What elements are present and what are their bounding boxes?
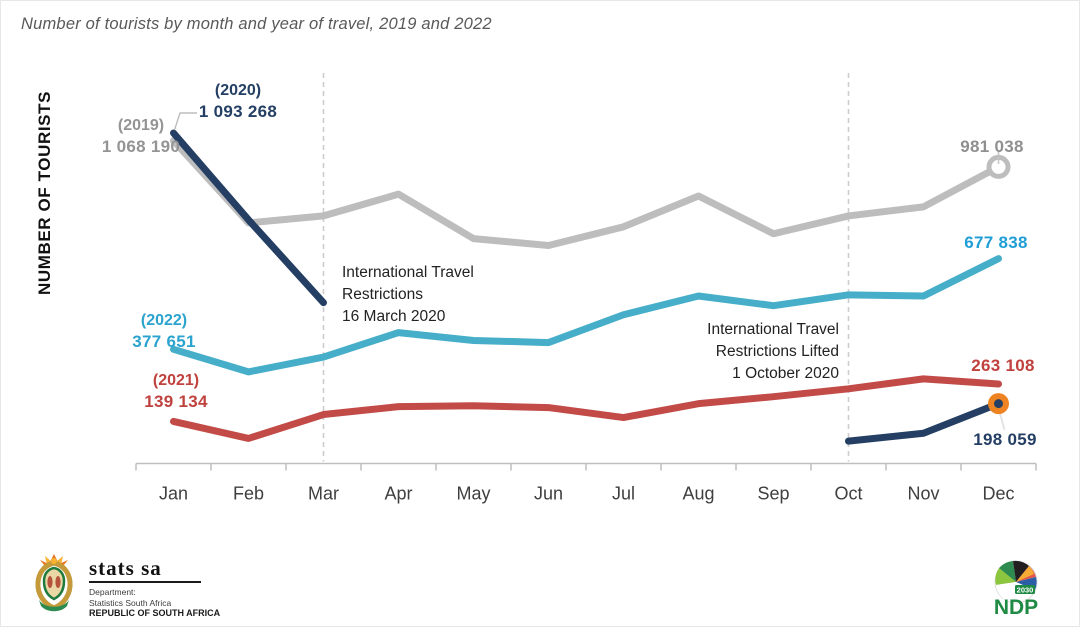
series-label-2021: (2021) 139 134: [111, 370, 241, 412]
series-line-2019: [170, 137, 1002, 250]
x-tick-label-jan: Jan: [159, 484, 188, 504]
x-tick-label-nov: Nov: [907, 484, 939, 504]
ndp-2030-icon: 2030 NDP: [993, 560, 1039, 619]
x-tick-label-apr: Apr: [384, 484, 412, 504]
sa-coat-of-arms-icon: [35, 554, 73, 612]
annotation-line: 16 March 2020: [342, 308, 446, 325]
annotation-line: International Travel: [342, 264, 474, 281]
series-label-2022: (2022) 377 651: [99, 310, 229, 352]
series-line-2020: [845, 400, 1002, 445]
x-tick-label-mar: Mar: [308, 484, 339, 504]
line-chart-canvas: Jan Feb Mar Apr May Jun Jul Aug Sep Oct Nov Dec: [135, 73, 1037, 504]
series-end-value-2020: 198 059: [973, 430, 1037, 449]
ndp-logo-block: 2030 NDP: [991, 558, 1043, 623]
x-tick-label-aug: Aug: [682, 484, 714, 504]
series-year-2020: (2020): [214, 82, 262, 99]
annotation-restrictions-lifted: International Travel Restrictions Lifted…: [599, 319, 839, 385]
x-tick-label-may: May: [456, 484, 490, 504]
svg-text:2030: 2030: [1017, 585, 1034, 594]
series-line-2021: [170, 375, 1002, 442]
series-start-value-2022: 377 651: [132, 332, 196, 351]
series-end-value-2021: 263 108: [971, 356, 1035, 375]
x-tick-label-dec: Dec: [982, 484, 1014, 504]
series-end-value-2019: 981 038: [960, 137, 1024, 156]
series-year-2022: (2022): [140, 312, 188, 329]
x-tick-label-jun: Jun: [534, 484, 563, 504]
annotation-line: 1 October 2020: [732, 365, 839, 382]
stats-sa-country: REPUBLIC OF SOUTH AFRICA: [89, 608, 221, 618]
annotation-line: International Travel: [707, 321, 839, 338]
series-year-2021: (2021): [152, 372, 200, 389]
series-start-value-2021: 139 134: [144, 392, 208, 411]
annotation-line: Restrictions: [342, 286, 423, 303]
stats-sa-logo-block: stats sa Department: Statistics South Af…: [31, 552, 220, 619]
annotation-line: Restrictions Lifted: [715, 343, 839, 360]
series-year-2019: (2019): [117, 117, 165, 134]
series-label-2019: (2019) 1 068 190: [76, 115, 206, 157]
stats-sa-department: Department:: [89, 587, 136, 597]
stats-sa-rule: [89, 581, 201, 583]
x-tick-label-feb: Feb: [233, 484, 264, 504]
x-tick-label-sep: Sep: [757, 484, 789, 504]
stats-sa-wordmark: stats sa: [89, 556, 162, 580]
stats-sa-org: Statistics South Africa: [89, 597, 172, 608]
x-tick-label-jul: Jul: [612, 484, 635, 504]
series-end-value-2022: 677 838: [964, 233, 1028, 252]
svg-text:NDP: NDP: [994, 596, 1038, 618]
annotation-travel-restrictions: International Travel Restrictions 16 Mar…: [342, 262, 474, 328]
series-line-2022: [170, 255, 1002, 376]
series-start-value-2019: 1 068 190: [101, 137, 181, 156]
label-leader-2020: [173, 112, 197, 131]
chart-title: Number of tourists by month and year of …: [21, 15, 492, 33]
label-leader-198059: [998, 411, 1006, 430]
x-tick-label-oct: Oct: [834, 484, 862, 504]
series-line-2020: [170, 129, 327, 307]
series-label-2020: (2020) 1 093 268: [173, 80, 303, 122]
end-marker-navy-core-2020: [994, 399, 1003, 409]
series-start-value-2020: 1 093 268: [198, 102, 278, 121]
